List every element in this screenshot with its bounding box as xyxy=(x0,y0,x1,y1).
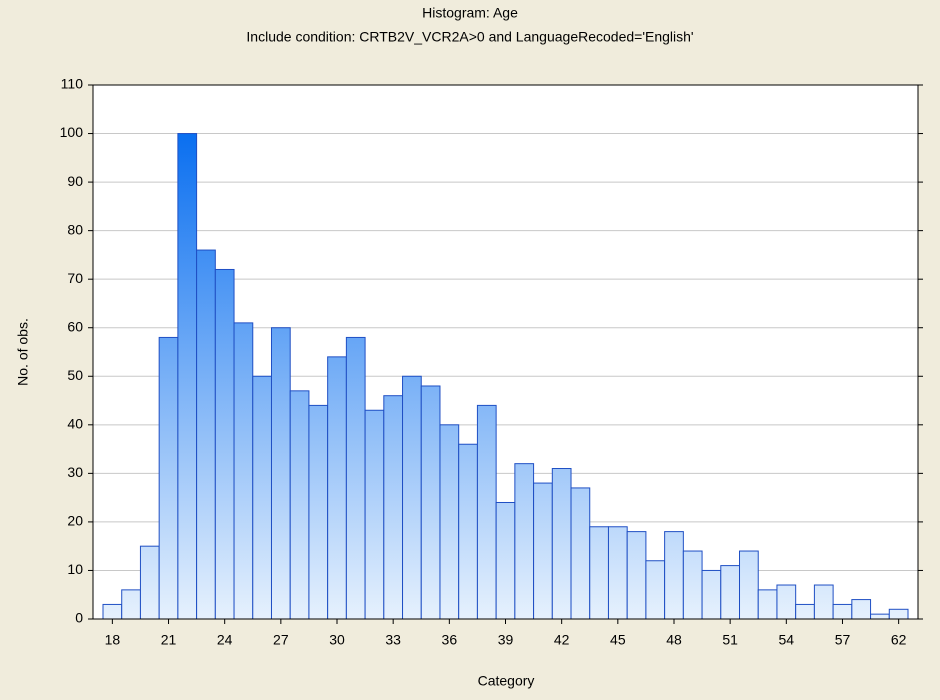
bar xyxy=(139,545,160,620)
x-tick-label: 48 xyxy=(666,632,682,648)
bar xyxy=(270,327,291,620)
bar xyxy=(476,404,497,620)
x-tick-label: 45 xyxy=(610,632,626,648)
bar xyxy=(402,375,422,620)
bar xyxy=(645,560,666,620)
bar xyxy=(121,589,141,620)
x-tick-label: 39 xyxy=(498,632,514,648)
bar xyxy=(252,375,272,620)
x-tick-label: 62 xyxy=(891,632,907,648)
y-tick-label: 110 xyxy=(61,76,84,92)
y-tick-label: 40 xyxy=(67,416,83,432)
plot-frame xyxy=(92,84,919,620)
bar xyxy=(701,569,722,620)
bar xyxy=(870,613,890,620)
y-tick-label: 60 xyxy=(67,318,83,334)
bar xyxy=(607,526,628,620)
bar xyxy=(420,385,441,620)
bar xyxy=(514,463,535,620)
bar xyxy=(739,550,759,620)
bar xyxy=(682,550,703,620)
bar xyxy=(196,249,216,620)
y-tick-label: 90 xyxy=(67,173,83,189)
x-tick-label: 18 xyxy=(105,632,121,648)
y-tick-label: 100 xyxy=(60,124,84,140)
x-tick-label: 24 xyxy=(217,632,233,648)
x-tick-label: 51 xyxy=(722,632,738,648)
bar xyxy=(664,531,684,620)
bar xyxy=(533,482,553,620)
bar xyxy=(458,443,478,620)
x-tick-label: 36 xyxy=(442,632,458,648)
y-tick-label: 0 xyxy=(75,610,83,626)
bar xyxy=(327,356,347,620)
y-tick-label: 80 xyxy=(67,221,83,237)
bar xyxy=(102,603,123,620)
bar xyxy=(214,268,235,620)
bar xyxy=(233,322,254,620)
bar xyxy=(383,395,404,620)
bar xyxy=(289,390,310,620)
chart-title: Histogram: Age xyxy=(422,5,518,21)
bar xyxy=(832,603,853,620)
x-tick-label: 54 xyxy=(779,632,795,648)
bar xyxy=(551,468,572,620)
bar xyxy=(570,487,591,620)
bar xyxy=(364,409,385,620)
bar xyxy=(776,584,797,620)
bar xyxy=(813,584,834,620)
y-tick-label: 20 xyxy=(67,513,83,529)
y-tick-label: 50 xyxy=(67,367,83,383)
bar xyxy=(720,565,741,620)
bar xyxy=(345,336,366,620)
x-tick-label: 30 xyxy=(329,632,345,648)
bar xyxy=(795,603,815,620)
x-axis-label: Category xyxy=(478,673,535,689)
x-tick-label: 27 xyxy=(273,632,289,648)
x-tick-label: 42 xyxy=(554,632,570,648)
x-tick-label: 57 xyxy=(835,632,851,648)
bar xyxy=(626,531,647,620)
bar xyxy=(851,599,872,620)
bar xyxy=(757,589,778,620)
bar xyxy=(439,424,460,620)
bar xyxy=(177,133,198,620)
y-tick-label: 70 xyxy=(67,270,83,286)
bar xyxy=(158,336,179,620)
bar xyxy=(308,404,329,620)
y-tick-label: 10 xyxy=(67,561,83,577)
bar xyxy=(495,501,516,620)
x-tick-label: 21 xyxy=(161,632,177,648)
x-tick-label: 33 xyxy=(385,632,401,648)
y-tick-label: 30 xyxy=(67,464,83,480)
chart-subtitle: Include condition: CRTB2V_VCR2A>0 and La… xyxy=(246,29,693,45)
bar xyxy=(589,526,609,620)
y-axis-label: No. of obs. xyxy=(15,318,31,386)
bar xyxy=(888,608,909,620)
